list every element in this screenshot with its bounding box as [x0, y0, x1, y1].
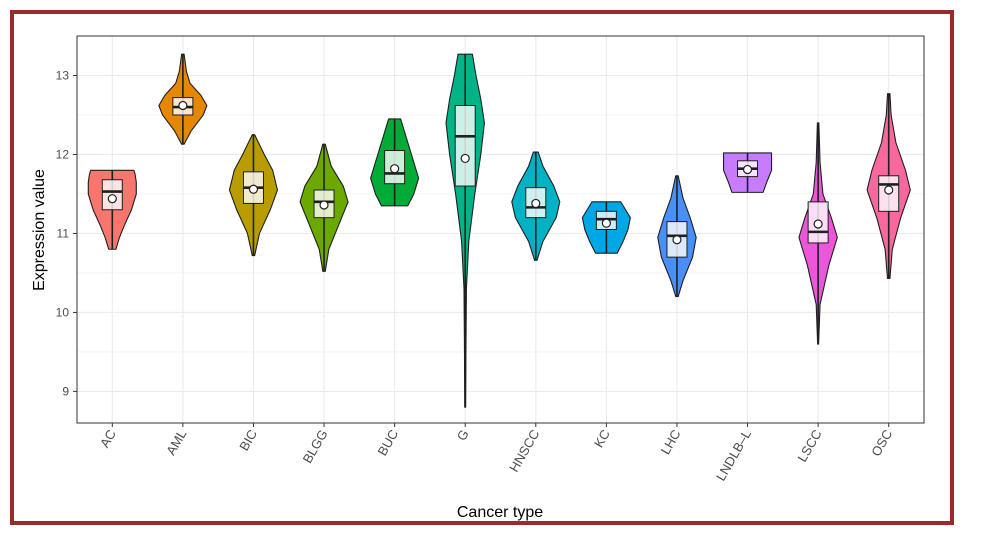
mean-point-lhc	[672, 235, 682, 245]
violin-group-hnscc	[511, 151, 561, 261]
y-axis-title: Expression value	[31, 169, 48, 291]
violin-group-aml	[158, 53, 208, 145]
violin-group-ac	[87, 169, 137, 250]
mean-point-aml	[178, 100, 188, 111]
y-tick-label: 10	[56, 305, 70, 319]
x-tick-label-hnscc: HNSCC	[506, 427, 542, 475]
x-tick-label-buc: BUC	[375, 427, 402, 458]
box-g	[454, 105, 476, 187]
plot-panel	[77, 36, 924, 423]
violin-group-bic	[228, 134, 279, 257]
mean-point-kc	[601, 218, 611, 228]
x-tick-label-osc: OSC	[868, 427, 895, 459]
mean-point-blgg	[319, 200, 329, 210]
x-tick-label-lscc: LSCC	[794, 427, 824, 465]
x-axis: AC AML BIC BLGG BUC G HNSCC KC LHC LNDLB–L LSCC OSC	[97, 423, 895, 483]
x-tick-label-g: G	[454, 427, 472, 443]
y-tick-label: 11	[57, 226, 70, 240]
violin-group-g	[445, 53, 485, 408]
x-tick-label-blgg: BLGG	[300, 427, 331, 466]
x-axis-title: Cancer type	[457, 504, 543, 521]
violin-group-lndlb-l	[722, 152, 773, 193]
x-tick-label-ac: AC	[97, 427, 119, 450]
y-axis: 9 10 11 12 13	[56, 68, 77, 398]
x-tick-label-lndlb-l: LNDLB–L	[713, 427, 754, 483]
x-tick-label-lhc: LHC	[658, 427, 684, 457]
mean-point-lndlb-l	[742, 164, 753, 175]
violin-group-kc	[581, 201, 631, 254]
x-tick-label-kc: KC	[591, 427, 613, 450]
violin-group-lscc	[798, 122, 838, 345]
y-tick-label: 9	[62, 384, 69, 398]
mean-point-hnscc	[531, 198, 541, 209]
outer-border	[10, 10, 954, 525]
violin-group-osc	[866, 93, 911, 280]
mean-point-buc	[390, 164, 400, 174]
violins	[87, 53, 911, 408]
violin-group-blgg	[299, 143, 349, 272]
y-tick-label: 12	[56, 147, 70, 161]
x-tick-label-aml: AML	[163, 427, 189, 458]
panel-border	[76, 35, 925, 424]
violin-group-lhc	[657, 175, 697, 298]
mean-point-ac	[107, 194, 117, 204]
mean-point-osc	[884, 185, 894, 195]
violin-group-buc	[370, 118, 420, 207]
mean-point-g	[460, 153, 470, 164]
y-tick-label: 13	[56, 68, 70, 82]
x-tick-label-bic: BIC	[236, 427, 260, 453]
mean-point-bic	[248, 184, 259, 194]
mean-point-lscc	[813, 219, 823, 229]
